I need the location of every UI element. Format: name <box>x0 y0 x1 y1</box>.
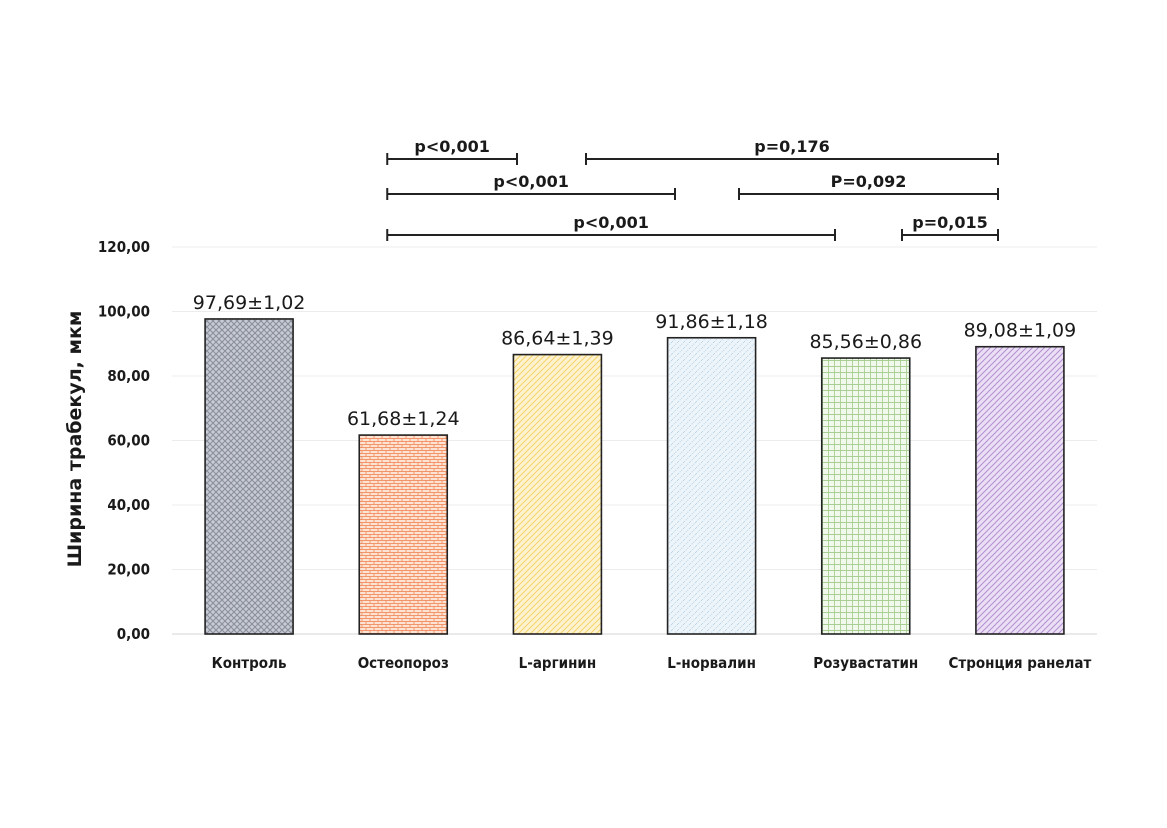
category-label: Стронция ранелат <box>948 654 1091 672</box>
significance-bracket: p<0,001 <box>386 137 518 165</box>
category-label: Розувастатин <box>813 654 918 672</box>
significance-bracket: p=0,015 <box>901 213 999 241</box>
p-value-label: p=0,176 <box>754 137 829 156</box>
data-label: 89,08±1,09 <box>964 320 1077 342</box>
significance-bracket: p<0,001 <box>386 213 836 241</box>
bars <box>204 318 1065 635</box>
y-tick-label: 120,00 <box>98 238 150 256</box>
bar <box>666 336 757 635</box>
category-label: Контроль <box>212 654 287 672</box>
y-tick-label: 40,00 <box>107 496 150 514</box>
category-labels: Контроль Остеопороз L-аргинин L-норвалин Роз… <box>212 654 1092 672</box>
data-label: 86,64±1,39 <box>501 328 614 350</box>
grid-lines <box>172 246 1097 635</box>
data-label: 91,86±1,18 <box>655 311 768 333</box>
significance-brackets: p<0,001 p=0,176 p<0,001 P=0,092 p<0,001 p=0,0… <box>386 137 999 241</box>
y-axis-ticks: 0,00 20,00 40,00 60,00 80,00 100,00 120,00 <box>98 238 150 643</box>
bar <box>975 345 1065 635</box>
p-value-label: p=0,015 <box>912 213 987 232</box>
y-tick-label: 20,00 <box>107 561 150 579</box>
category-label: L-аргинин <box>519 654 597 672</box>
y-tick-label: 80,00 <box>107 367 150 385</box>
bar <box>358 434 449 635</box>
category-label: Остеопороз <box>358 654 449 672</box>
y-tick-label: 60,00 <box>107 432 150 450</box>
bar <box>204 318 294 635</box>
y-tick-label: 0,00 <box>117 625 150 643</box>
category-label: L-норвалин <box>667 654 756 672</box>
p-value-label: P=0,092 <box>831 172 907 191</box>
significance-bracket: P=0,092 <box>738 172 999 200</box>
significance-bracket: p=0,176 <box>585 137 999 165</box>
p-value-label: p<0,001 <box>493 172 568 191</box>
significance-bracket: p<0,001 <box>386 172 676 200</box>
y-tick-label: 100,00 <box>98 303 150 321</box>
data-label: 61,68±1,24 <box>347 408 460 430</box>
p-value-label: p<0,001 <box>573 213 648 232</box>
data-labels: 97,69±1,02 61,68±1,24 86,64±1,39 91,86±1,18… <box>193 292 1076 430</box>
data-label: 97,69±1,02 <box>193 292 306 314</box>
p-value-label: p<0,001 <box>414 137 489 156</box>
data-label: 85,56±0,86 <box>809 331 922 353</box>
bar <box>512 353 603 635</box>
bar <box>820 357 911 635</box>
y-axis-title: Ширина трабекул, мкм <box>64 311 86 568</box>
